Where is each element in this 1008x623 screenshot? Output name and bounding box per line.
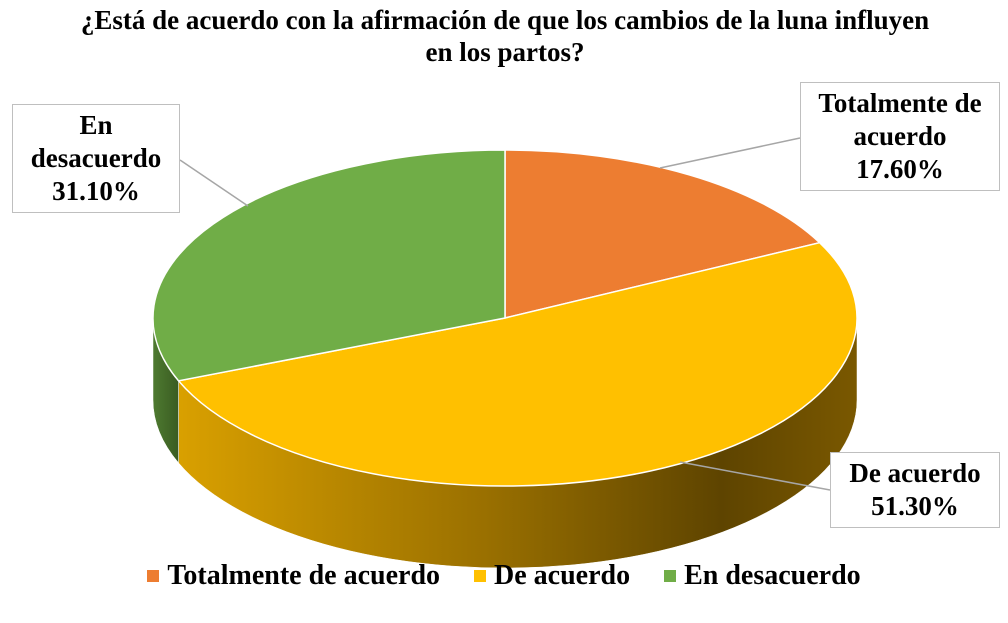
legend-swatch xyxy=(664,570,677,582)
label-value: 17.60% xyxy=(856,154,944,184)
label-category: De acuerdo xyxy=(849,458,981,488)
legend-label: Totalmente de acuerdo xyxy=(167,560,441,591)
legend-item: Totalmente de acuerdo xyxy=(147,560,440,592)
data-label: Totalmente de acuerdo 17.60% xyxy=(800,82,1000,191)
data-label: En desacuerdo 31.10% xyxy=(12,104,180,213)
pie-slice xyxy=(177,241,858,487)
legend-item: De acuerdo xyxy=(474,560,630,592)
legend-swatch xyxy=(147,570,160,582)
legend: Totalmente de acuerdo De acuerdo En desacu… xyxy=(0,560,1008,592)
leader-line xyxy=(179,159,249,207)
chart-title: ¿Está de acuerdo con la afirmación de qu… xyxy=(80,5,930,67)
leader-line xyxy=(659,137,801,169)
legend-label: De acuerdo xyxy=(494,560,631,591)
pie-slice xyxy=(152,149,506,382)
label-value: 51.30% xyxy=(871,491,959,521)
leader-line xyxy=(679,461,831,491)
label-value: 31.10% xyxy=(52,176,140,206)
pie-slice xyxy=(504,149,822,319)
label-category: Totalmente de acuerdo xyxy=(818,88,982,151)
label-category: En desacuerdo xyxy=(30,110,162,173)
legend-item: En desacuerdo xyxy=(664,560,861,592)
legend-swatch xyxy=(474,570,487,582)
legend-label: En desacuerdo xyxy=(684,560,861,591)
data-label: De acuerdo 51.30% xyxy=(830,452,1000,528)
